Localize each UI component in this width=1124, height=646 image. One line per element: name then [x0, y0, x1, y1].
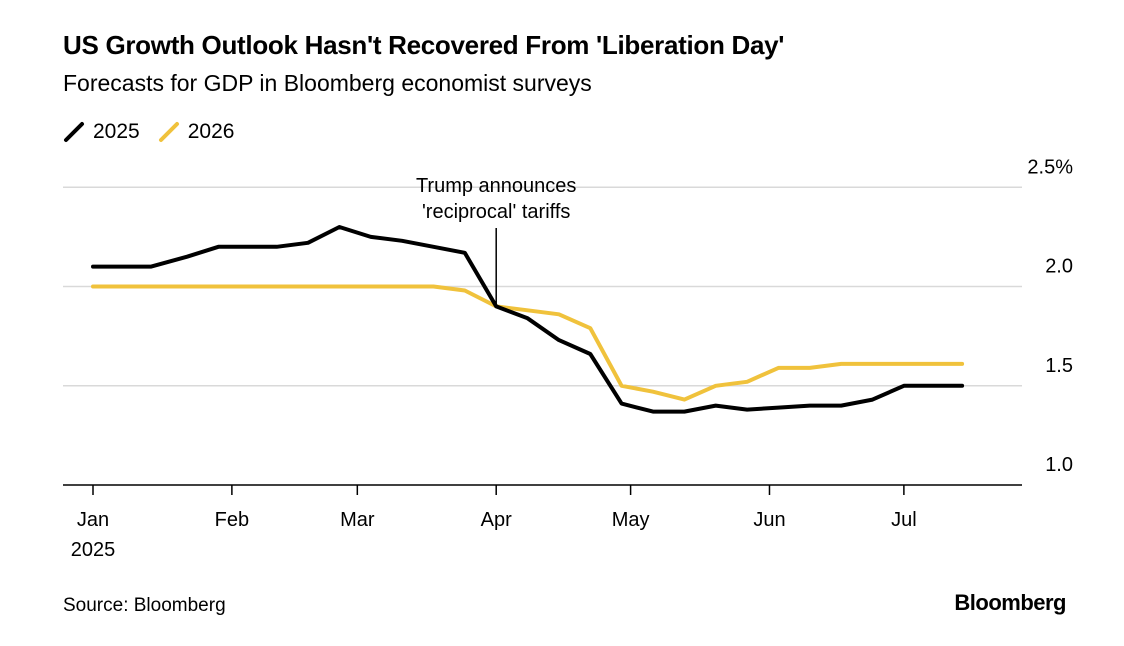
- x-tick-label: Jul: [891, 509, 917, 531]
- x-tick-label: May: [612, 509, 650, 531]
- legend: 2025 2026: [63, 120, 234, 144]
- x-tick-label: Mar: [340, 509, 375, 531]
- y-tick-label: 1.0: [1045, 454, 1073, 476]
- annotation-text: 'reciprocal' tariffs: [422, 201, 570, 223]
- series-line-2026: [91, 284, 965, 402]
- chart-subtitle: Forecasts for GDP in Bloomberg economist…: [63, 70, 592, 96]
- source-note: Source: Bloomberg: [63, 595, 226, 616]
- y-tick-label: 2.5%: [1027, 156, 1073, 178]
- legend-label: 2026: [187, 120, 235, 143]
- annotation-text: Trump announces: [416, 175, 576, 197]
- legend-label: 2025: [93, 120, 140, 143]
- chart-title: US Growth Outlook Hasn't Recovered From …: [63, 30, 785, 60]
- x-tick-label: Jan: [77, 509, 109, 531]
- legend-swatch-2026: [158, 122, 179, 142]
- legend-item-2026: 2026: [158, 120, 235, 144]
- legend-swatch-2025: [64, 122, 84, 142]
- bloomberg-logo: Bloomberg: [954, 590, 1066, 615]
- y-tick-label: 1.5: [1045, 355, 1073, 377]
- x-tick-sublabel: 2025: [71, 539, 116, 561]
- y-tick-label: 2.0: [1045, 256, 1073, 278]
- x-tick-label: Feb: [215, 509, 249, 531]
- legend-item-2025: 2025: [63, 120, 140, 144]
- x-tick-label: Apr: [481, 509, 512, 531]
- series-line-2025: [91, 225, 965, 414]
- x-tick-label: Jun: [753, 509, 785, 531]
